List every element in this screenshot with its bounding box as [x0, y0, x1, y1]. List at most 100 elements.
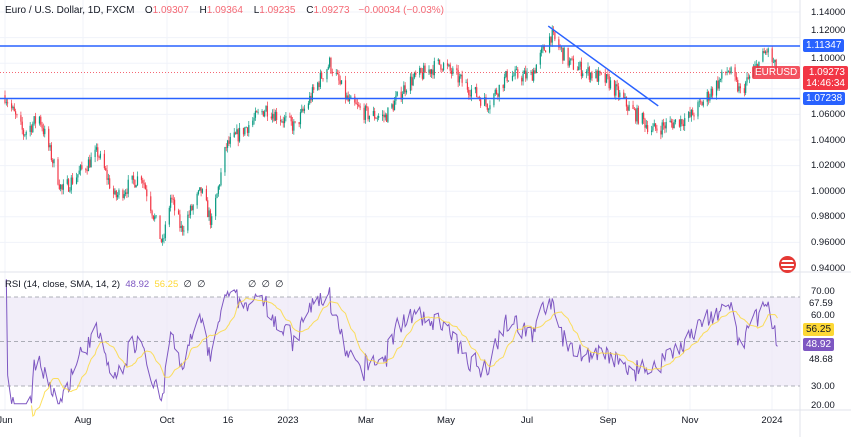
candle-body	[180, 225, 182, 229]
candle-body	[339, 80, 341, 84]
candle-body	[437, 59, 439, 62]
candle-body	[326, 69, 328, 80]
candle-body	[322, 78, 324, 80]
candle-body	[617, 86, 620, 97]
candle-body	[115, 190, 117, 198]
candle-body	[52, 160, 54, 164]
candle-body	[582, 73, 584, 77]
candle-body	[433, 61, 435, 76]
candle-body	[700, 101, 702, 103]
high-value: 1.09364	[206, 5, 243, 16]
candle-body	[415, 72, 417, 75]
candle-body	[225, 147, 227, 148]
candle-body	[477, 96, 479, 98]
candle-body	[118, 190, 120, 195]
candle-body	[775, 59, 777, 72]
candle-body	[429, 69, 431, 74]
candle-body	[541, 48, 543, 53]
rsi-title: RSI (14, close, SMA, 14, 2)	[5, 279, 121, 290]
candle-body	[12, 106, 14, 109]
candle-body	[192, 205, 194, 211]
candle-body	[266, 105, 268, 117]
candle-body	[264, 111, 266, 117]
candle-body	[57, 159, 59, 185]
candle-body	[261, 111, 263, 113]
candle-body	[237, 129, 239, 142]
candle-body	[664, 125, 666, 129]
candle-body	[199, 187, 201, 191]
candle-body	[633, 108, 635, 110]
candle-body	[98, 156, 100, 158]
candle-body	[701, 102, 703, 106]
candle-body	[506, 71, 508, 82]
candle-body	[735, 76, 737, 80]
candle-body	[177, 210, 180, 215]
candle-body	[270, 116, 272, 119]
candle-body	[265, 105, 267, 112]
candle-body	[688, 112, 690, 119]
candle-body	[531, 71, 533, 81]
candle-body	[60, 184, 62, 189]
candle-body	[44, 128, 46, 135]
candle-body	[40, 116, 42, 125]
candle-body	[94, 149, 96, 158]
candle-body	[372, 111, 374, 116]
candle-body	[254, 111, 257, 118]
candle-body	[319, 72, 321, 87]
price-tick: 1.00000	[811, 186, 846, 197]
candle-body	[246, 127, 249, 133]
candle-body	[338, 74, 340, 81]
candle-body	[486, 103, 488, 110]
candle-body	[662, 122, 665, 126]
change-value: −0.00034 (−0.03%)	[358, 5, 445, 16]
candle-body	[236, 129, 238, 135]
candle-body	[572, 58, 575, 70]
candle-body	[170, 197, 172, 208]
candle-body	[468, 89, 470, 95]
price-tick: 1.10000	[811, 53, 846, 64]
candle-body	[450, 70, 453, 74]
candle-body	[636, 107, 638, 122]
candle-body	[242, 127, 245, 135]
candle-body	[456, 68, 458, 70]
candle-body	[75, 177, 78, 184]
candle-body	[656, 128, 658, 131]
rsi-value: 48.92	[125, 279, 150, 290]
candle-body	[29, 125, 31, 132]
candle-body	[285, 116, 287, 118]
candle-body	[90, 157, 92, 168]
candle-body	[440, 64, 442, 70]
candle-body	[151, 210, 153, 216]
candle-body	[58, 184, 60, 189]
candle-body	[598, 70, 600, 82]
candle-body	[623, 92, 625, 99]
candle-body	[217, 186, 219, 194]
candle-body	[670, 120, 673, 123]
candle-body	[302, 108, 304, 111]
candle-body	[401, 93, 404, 100]
candle-body	[61, 184, 63, 190]
candle-body	[123, 194, 125, 198]
candle-body	[465, 82, 467, 84]
time-tick: May	[437, 415, 455, 426]
price-tick: 1.14000	[811, 7, 846, 18]
candle-body	[162, 238, 164, 242]
candle-body	[363, 107, 365, 120]
candle-body	[412, 77, 414, 86]
candle-body	[245, 127, 247, 129]
candle-body	[154, 216, 156, 220]
candle-body	[294, 121, 296, 123]
candle-body	[135, 185, 137, 188]
candle-body	[216, 193, 218, 198]
price-tick: 1.04000	[811, 135, 846, 146]
candle-body	[619, 92, 621, 97]
candle-body	[78, 170, 80, 175]
candle-body	[470, 89, 472, 97]
candle-body	[442, 63, 445, 71]
candle-body	[730, 67, 732, 74]
candle-body	[692, 109, 694, 116]
candle-body	[578, 66, 580, 71]
price-tick: 1.12000	[811, 25, 846, 36]
candle-body	[21, 121, 23, 130]
